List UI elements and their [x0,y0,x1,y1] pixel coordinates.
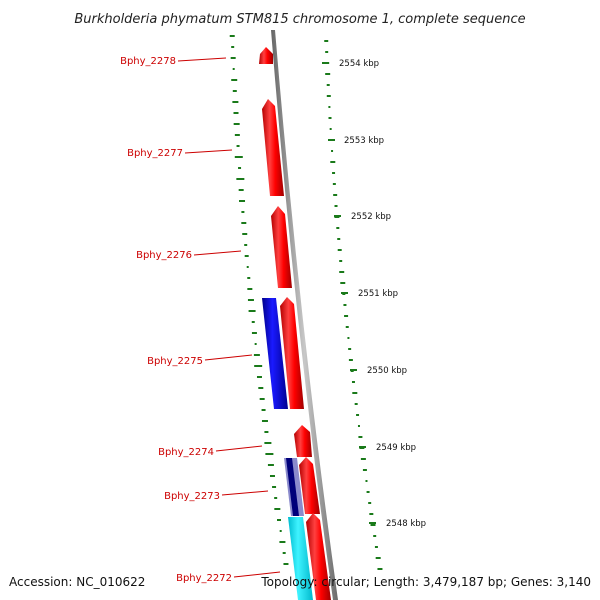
gene-bphy-2273[interactable] [284,457,320,516]
position-marker-2554: 2554 kbp [322,59,379,69]
gene-bphy-2275-fwd[interactable] [280,297,304,409]
position-marker-2551: 2551 kbp [341,289,398,299]
position-marker-2552: 2552 kbp [334,212,391,222]
gene-label-2278: Bphy_2278 [120,56,227,67]
gene-bphy-2275[interactable] [262,298,288,409]
gene-bphy-2274[interactable] [294,425,312,457]
gc-skew-ticks-right [324,40,383,570]
gene-label-text: Bphy_2272 [176,573,232,584]
gene-label-2272: Bphy_2272 [176,571,281,584]
accession-text: Accession: NC_010622 [9,575,145,589]
gene-label-2277: Bphy_2277 [127,148,233,159]
gene-label-text: Bphy_2278 [120,56,176,67]
position-label: 2553 kbp [344,136,384,146]
gene-bphy-2272[interactable] [288,513,331,600]
gene-label-text: Bphy_2275 [147,356,203,367]
topology-text: Topology: circular; Length: 3,479,187 bp… [260,575,591,589]
position-marker-2550: 2550 kbp [350,366,407,376]
gene-label-text: Bphy_2276 [136,250,192,261]
position-label: 2548 kbp [386,519,426,529]
position-label: 2552 kbp [351,212,391,222]
position-label: 2550 kbp [367,366,407,376]
position-label: 2549 kbp [376,443,416,453]
position-label: 2551 kbp [358,289,398,299]
position-marker-2553: 2553 kbp [328,136,384,146]
map-title: Burkholderia phymatum STM815 chromosome … [74,12,525,27]
chromosome-backbone [271,30,338,600]
gene-label-text: Bphy_2273 [164,491,220,502]
gene-label-2274: Bphy_2274 [158,445,263,458]
gene-bphy-2278[interactable] [259,47,273,64]
position-label: 2554 kbp [339,59,379,69]
position-marker-2548: 2548 kbp [369,519,426,529]
gene-label-2273: Bphy_2273 [164,490,269,502]
gene-bphy-2276[interactable] [271,206,292,288]
gene-label-2275: Bphy_2275 [147,354,253,367]
gc-skew-ticks-left [229,35,289,565]
gene-label-text: Bphy_2277 [127,148,183,159]
position-marker-2549: 2549 kbp [359,443,416,453]
gene-bphy-2277[interactable] [262,99,284,196]
gene-label-text: Bphy_2274 [158,447,214,458]
gene-label-2276: Bphy_2276 [136,250,242,261]
